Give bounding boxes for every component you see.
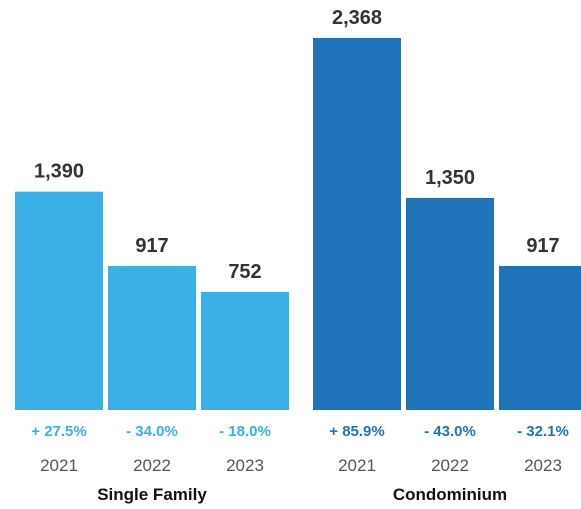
group-label: Condominium: [393, 485, 507, 504]
year-tick-label: 2022: [133, 456, 171, 475]
change-label: - 34.0%: [126, 423, 178, 440]
group-label: Single Family: [97, 485, 207, 504]
change-label: - 18.0%: [219, 423, 271, 440]
bar-0-2021: [15, 191, 103, 410]
year-tick-label: 2023: [524, 456, 562, 475]
group-condominium: 2,368 + 85.9% 2021 1,350 - 43.0% 2022 917 - 32.…: [313, 7, 581, 504]
value-label: 917: [526, 235, 559, 257]
year-tick-label: 2022: [431, 456, 469, 475]
change-label: - 43.0%: [424, 423, 476, 440]
year-tick-label: 2021: [338, 456, 376, 475]
bar-1-2022: [406, 197, 494, 410]
bar-1-2021: [313, 38, 401, 410]
value-label: 752: [228, 261, 261, 283]
value-label: 1,390: [34, 161, 84, 183]
value-label: 917: [135, 235, 168, 257]
bar-0-2022: [108, 265, 196, 410]
value-label: 1,350: [425, 167, 475, 189]
change-label: + 85.9%: [329, 423, 384, 440]
bar-0-2023: [201, 291, 289, 410]
change-label: - 32.1%: [517, 423, 569, 440]
year-tick-label: 2023: [226, 456, 264, 475]
year-tick-label: 2021: [40, 456, 78, 475]
value-label: 2,368: [332, 7, 382, 29]
bars-layer: 1,390 + 27.5% 2021 917 - 34.0% 2022 752 - 18.0%…: [15, 7, 581, 504]
change-label: + 27.5%: [31, 423, 86, 440]
group-single-family: 1,390 + 27.5% 2021 917 - 34.0% 2022 752 - 18.0%…: [15, 161, 289, 504]
bar-1-2023: [499, 265, 581, 410]
